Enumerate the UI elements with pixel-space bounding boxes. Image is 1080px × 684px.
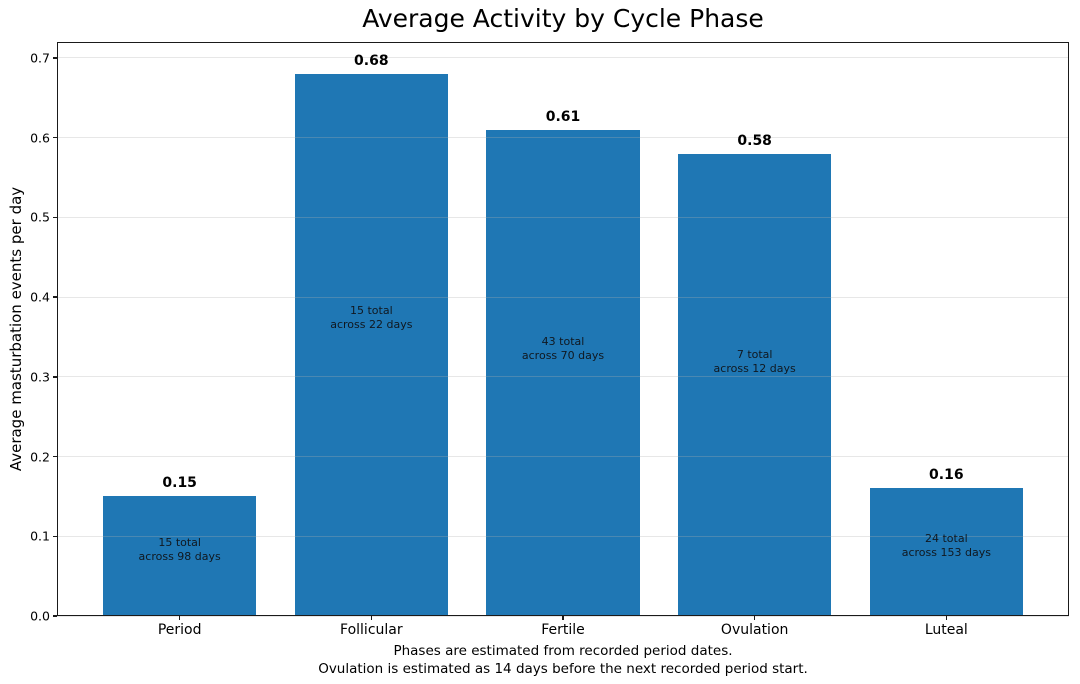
x-axis-tick [562,616,564,620]
gridline-y-0.5 [57,216,1069,218]
x-tick-label-period: Period [157,622,202,638]
y-axis-tick [53,376,57,378]
bar-annotation-period: 15 total across 98 days [139,536,221,564]
x-axis-tick [945,616,948,620]
x-axis-tick [370,616,373,620]
y-axis-tick [53,615,57,617]
annotation-total: 24 total [925,531,968,545]
caption-line-1: Phases are estimated from recorded perio… [393,643,733,659]
chart-title: Average Activity by Cycle Phase [362,4,764,33]
gridline-y-0.4 [57,296,1069,298]
y-tick-label: 0.6 [30,130,50,146]
gridline-y-0.7 [57,57,1069,59]
y-tick-label: 0.5 [30,209,50,225]
y-tick-label: 0.4 [30,289,50,305]
annotation-total: 7 total [736,347,773,361]
annotation-days: across 98 days [138,550,221,564]
gridline-y-0.1 [57,535,1069,537]
bar-period [103,496,257,616]
bar-value-label-period: 0.15 [162,475,197,492]
bar-annotation-follicular: 15 total across 22 days [330,304,412,332]
annotation-total: 15 total [158,536,201,550]
bar-ovulation [678,153,832,616]
bar-annotation-ovulation: 7 total across 12 days [714,348,796,376]
y-tick-label: 0.7 [30,50,50,66]
gridline-y-0.3 [57,376,1069,378]
y-axis-label: Average masturbation events per day [7,186,25,472]
gridline-y-0.6 [57,137,1069,139]
bar-value-label-luteal: 0.16 [929,467,964,484]
plot-area: 0.0 0.1 0.2 0.3 0.4 0.5 0.6 0.7 0.15 15 total acro… [30,42,1069,638]
bar-luteal [869,488,1023,616]
annotation-days: across 70 days [521,348,605,362]
y-tick-label: 0.0 [30,608,50,624]
bar-fertile [486,129,640,616]
gridline-y-0.2 [57,456,1069,458]
y-axis-tick [53,296,57,298]
x-axis-tick [178,616,181,620]
x-tick-label-fertile: Fertile [541,622,585,638]
x-tick-label-follicular: Follicular [340,622,403,638]
annotation-days: across 22 days [330,317,413,331]
x-axis-tick [753,616,756,620]
y-tick-label: 0.3 [30,369,50,385]
caption: Phases are estimated from recorded perio… [57,643,1069,678]
bar-annotation-luteal: 24 total across 153 days [902,532,991,560]
y-tick-label: 0.2 [30,449,50,465]
y-axis-tick [53,57,57,59]
annotation-days: across 153 days [901,545,991,559]
y-axis-tick [53,216,57,219]
bar-value-label-follicular: 0.68 [354,52,389,69]
annotation-total: 43 total [541,334,585,348]
y-axis-tick [53,455,57,458]
x-tick-label-ovulation: Ovulation [720,622,789,638]
annotation-days: across 12 days [713,361,796,375]
bar-value-label-fertile: 0.61 [545,108,581,125]
annotation-total: 15 total [350,303,393,317]
bar-follicular [294,73,448,616]
y-tick-label: 0.1 [30,528,50,544]
caption-line-2: Ovulation is estimated as 14 days before… [318,660,808,677]
y-axis-tick [53,535,57,538]
bar-value-label-ovulation: 0.58 [737,132,772,149]
x-tick-label-luteal: Luteal [924,622,968,638]
y-axis-tick [53,136,57,139]
bar-annotation-fertile: 43 total across 70 days [522,335,604,363]
